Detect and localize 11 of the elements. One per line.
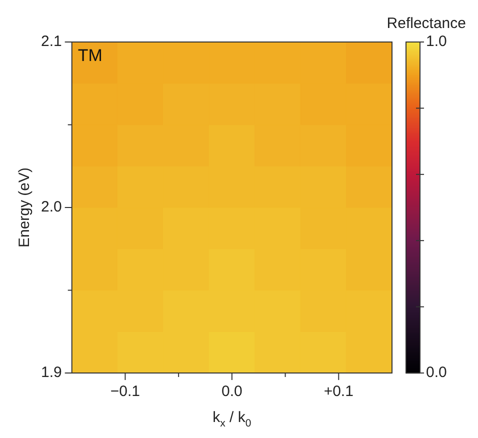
y-tick-label: 2.1 xyxy=(40,33,62,50)
x-tick-label: −0.1 xyxy=(110,383,140,400)
color-bar-title: Reflectance xyxy=(386,15,466,32)
y-tick-label: 1.9 xyxy=(40,364,62,382)
color-bar-label: 0.0 xyxy=(426,364,447,382)
y-tick-label: 2.0 xyxy=(40,198,62,216)
x-tick-label: 0.0 xyxy=(221,383,242,400)
color-bar-label: 1.0 xyxy=(426,33,447,50)
y-axis-title: Energy (eV) xyxy=(16,167,34,248)
x-tick-label: +0.1 xyxy=(324,383,354,400)
annotation: TM xyxy=(78,46,102,66)
